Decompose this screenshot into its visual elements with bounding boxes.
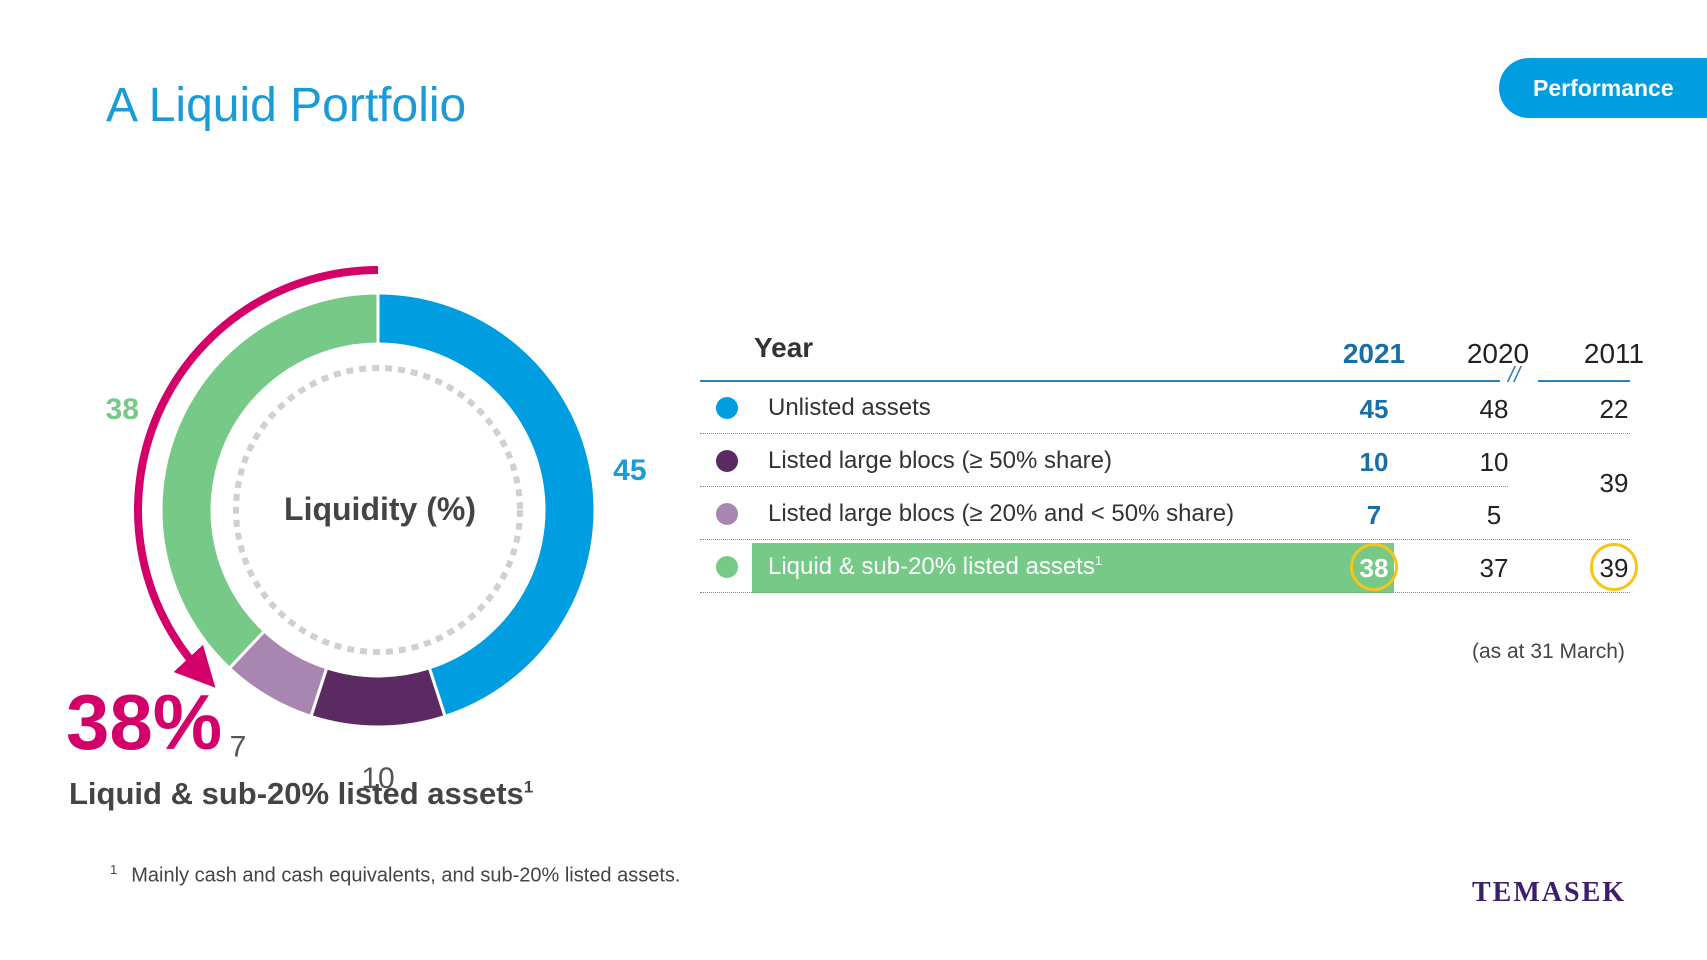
cell-2020: 48 xyxy=(1479,394,1509,424)
footnote: 1 Mainly cash and cash equivalents, and s… xyxy=(110,862,680,888)
cell-2020: 5 xyxy=(1486,500,1502,530)
highlight-circle-2011 xyxy=(1590,543,1638,591)
table-row: Listed large blocs (≥ 20% and < 50% shar… xyxy=(700,488,1630,540)
row-label-text: Liquid & sub-20% listed assets xyxy=(768,553,1095,580)
year-header: Year xyxy=(754,332,814,363)
table-row-highlighted: Liquid & sub-20% listed assets1 38 37 39 xyxy=(700,541,1638,593)
highlight-arc xyxy=(134,266,379,688)
cell-2021: 45 xyxy=(1359,394,1389,424)
temasek-logo: TEMASEK xyxy=(1472,877,1627,908)
highlight-label-text: Liquid & sub-20% listed assets xyxy=(69,776,524,811)
slice-large-blocs-20-label: 7 xyxy=(230,731,247,764)
cell-2011: 22 xyxy=(1599,394,1629,424)
slice-large-blocs-50-label: 10 xyxy=(361,762,394,795)
row-divider xyxy=(700,486,1508,487)
row-label: Unlisted assets xyxy=(768,394,931,421)
legend-dot-unlisted xyxy=(716,397,738,419)
slice-unlisted xyxy=(376,291,597,719)
cell-2021: 10 xyxy=(1359,447,1389,477)
highlight-footnote-mark: 1 xyxy=(523,777,534,797)
highlight-percent: 38% xyxy=(66,678,223,766)
cell-2021: 7 xyxy=(1366,500,1382,530)
table-row: Unlisted assets 45 48 22 xyxy=(700,382,1630,434)
legend-dot-large-blocs-20 xyxy=(716,503,738,525)
page-title: A Liquid Portfolio xyxy=(106,79,467,132)
table-row: Listed large blocs (≥ 50% share) 10 10 xyxy=(700,435,1630,487)
legend-dot-large-blocs-50 xyxy=(716,450,738,472)
legend-dot-liquid xyxy=(716,556,738,578)
slice-unlisted-label: 45 xyxy=(613,454,646,487)
row-label: Listed large blocs (≥ 20% and < 50% shar… xyxy=(768,500,1235,527)
col-2011: 2011 xyxy=(1583,338,1645,369)
inner-dashed-ring xyxy=(233,365,523,655)
highlight-bar xyxy=(752,543,1394,593)
cell-2020: 10 xyxy=(1479,447,1509,477)
header-rule-left xyxy=(700,380,1500,382)
footnote-text: Mainly cash and cash equivalents, and su… xyxy=(131,864,681,887)
highlight-label: Liquid & sub-20% listed assets1 xyxy=(69,776,533,812)
section-tag: Performance xyxy=(1499,58,1707,118)
row-footnote-mark: 1 xyxy=(1094,553,1103,568)
cell-2020: 37 xyxy=(1479,553,1509,583)
row-label: Liquid & sub-20% listed assets1 xyxy=(768,553,1102,581)
col-2021: 2021 xyxy=(1342,338,1406,369)
header-rule-right xyxy=(1538,380,1630,382)
cell-2011-merged: 39 xyxy=(1599,468,1629,498)
row-divider xyxy=(700,433,1630,434)
footnote-mark: 1 xyxy=(110,862,118,877)
as-at-note: (as at 31 March) xyxy=(1472,640,1625,663)
slice-liquid xyxy=(159,291,380,671)
highlight-circle-2021 xyxy=(1350,543,1398,591)
row-divider xyxy=(700,539,1630,540)
row-divider xyxy=(700,592,1630,593)
row-label: Listed large blocs (≥ 50% share) xyxy=(768,447,1113,474)
slice-large-blocs-50 xyxy=(309,665,447,729)
slice-liquid-label: 38 xyxy=(106,393,139,426)
donut-center-title: Liquidity (%) xyxy=(284,491,476,527)
axis-break-mark: // xyxy=(1508,362,1521,387)
col-2020: 2020 xyxy=(1466,338,1530,369)
